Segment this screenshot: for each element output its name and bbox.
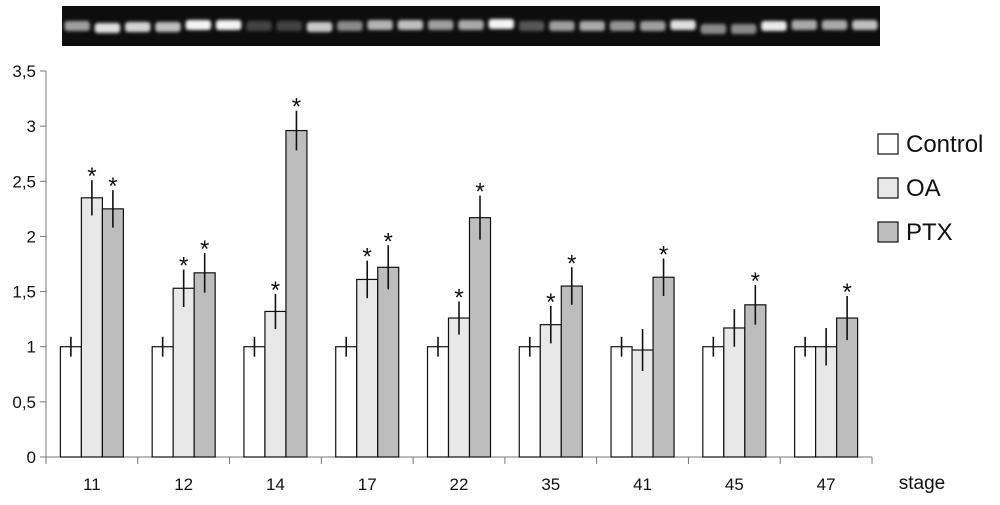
bar-control (610, 346, 633, 458)
bar-control (702, 346, 725, 458)
x-axis-label: stage (899, 473, 945, 494)
significance-marker: * (108, 173, 117, 200)
bar-ptx (285, 129, 308, 458)
x-tick-label: 35 (541, 475, 560, 494)
x-tick-label: 17 (358, 475, 377, 494)
significance-marker: * (475, 179, 484, 206)
significance-marker: * (87, 163, 96, 190)
gel-band (458, 20, 484, 30)
legend-swatch-ptx (877, 221, 899, 243)
gel-band (246, 21, 272, 31)
chart-legend: Control OA PTX (877, 131, 983, 246)
gel-image (62, 6, 880, 46)
y-tick-label: 1,5 (12, 283, 36, 302)
bar-oa (356, 278, 379, 458)
gel-band (549, 21, 575, 31)
gel-band (94, 23, 121, 33)
significance-marker: * (567, 250, 576, 277)
bar-ptx (744, 304, 767, 458)
y-tick-label: 0,5 (12, 393, 36, 412)
bar-oa (447, 317, 471, 458)
gel-band (640, 21, 666, 31)
x-tick-label: 11 (83, 475, 101, 494)
gel-band (427, 20, 454, 30)
gel-band (155, 22, 181, 32)
legend-label: PTX (906, 219, 953, 246)
bar-control (335, 346, 358, 458)
significance-marker: * (546, 289, 555, 316)
gel-band (337, 21, 363, 31)
bar-ptx (652, 276, 675, 458)
x-tick-label: 14 (266, 475, 285, 494)
x-tick-label: 22 (450, 475, 469, 494)
gel-band (791, 20, 817, 30)
x-tick-label: 45 (725, 475, 744, 494)
bar-control (518, 346, 541, 458)
significance-marker: * (384, 228, 393, 255)
gel-band (518, 21, 545, 31)
significance-marker: * (271, 277, 280, 304)
bar-control (794, 346, 817, 458)
significance-marker: * (659, 241, 668, 268)
bar-control (151, 346, 174, 458)
significance-marker: * (454, 284, 463, 311)
gel-band (730, 24, 757, 34)
gel-band (609, 21, 636, 31)
significance-marker: * (292, 94, 301, 121)
gel-band (306, 22, 333, 32)
y-tick-label: 2,5 (12, 172, 36, 191)
gel-band (397, 20, 424, 30)
bar-ptx (468, 217, 492, 458)
gel-band (125, 22, 151, 32)
bar-oa (264, 310, 287, 458)
legend-swatch-control (877, 133, 899, 155)
y-tick-label: 3 (27, 117, 36, 136)
x-tick-label: 12 (174, 475, 193, 494)
bar-ptx (193, 272, 216, 458)
bar-ptx (560, 285, 583, 458)
bar-ptx (101, 208, 124, 458)
bar-oa (539, 324, 562, 458)
y-tick-label: 3,5 (12, 62, 36, 81)
gel-band (761, 21, 787, 31)
gel-band (276, 21, 302, 31)
bar-oa (172, 287, 195, 458)
gel-band (579, 21, 605, 31)
gel-band (488, 19, 515, 29)
legend-label: Control (906, 131, 983, 158)
gel-band (215, 20, 242, 30)
chart-bars: * * * * * * * * * * * * * * * (59, 94, 859, 458)
gel-band (670, 20, 696, 30)
gel-band (821, 20, 848, 30)
significance-marker: * (200, 236, 209, 263)
significance-marker: * (842, 279, 851, 306)
y-tick-label: 0 (27, 448, 36, 467)
bar-control (59, 346, 82, 458)
gel-band (852, 20, 878, 30)
bar-oa (723, 327, 746, 458)
y-tick-label: 2 (27, 227, 36, 246)
x-tick-label: 47 (817, 475, 836, 494)
legend-swatch-oa (877, 177, 899, 199)
significance-marker: * (751, 268, 760, 295)
bar-oa (80, 197, 103, 458)
legend-label: OA (906, 175, 941, 202)
x-tick-label: 41 (633, 475, 652, 494)
gel-band (367, 20, 393, 30)
bar-control (426, 346, 450, 458)
gel-band (64, 21, 90, 31)
bar-ptx (377, 266, 400, 458)
gel-band (185, 20, 212, 30)
bar-control (243, 346, 266, 458)
significance-marker: * (179, 253, 188, 280)
y-tick-label: 1 (27, 338, 36, 357)
significance-marker: * (363, 244, 372, 271)
gel-band (700, 24, 727, 34)
